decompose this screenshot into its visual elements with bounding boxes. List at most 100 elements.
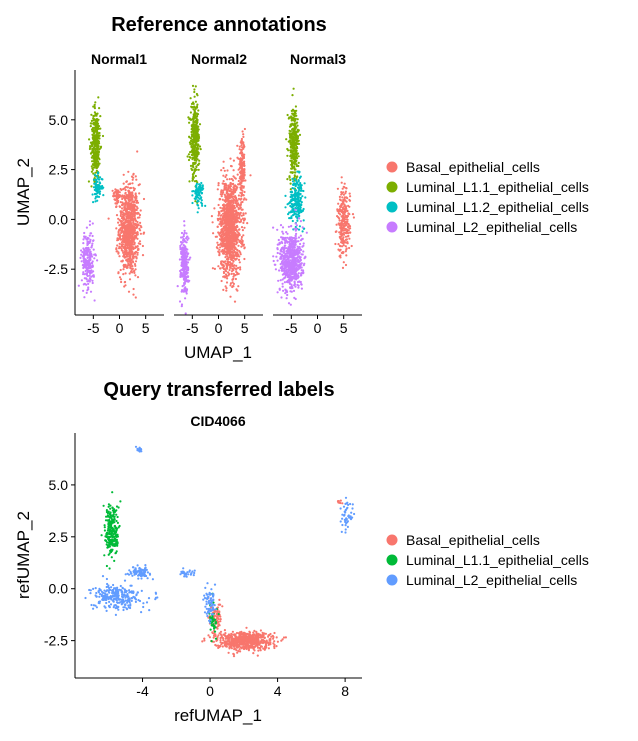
data-point: [237, 233, 241, 236]
data-point: [295, 210, 298, 213]
data-point: [85, 291, 88, 294]
data-point: [131, 194, 134, 197]
data-point: [237, 258, 241, 261]
data-point: [276, 291, 279, 294]
data-point: [96, 144, 99, 147]
data-point: [231, 251, 234, 254]
data-point: [235, 270, 238, 273]
data-point: [188, 121, 191, 124]
data-point: [132, 219, 135, 222]
data-point: [135, 197, 138, 200]
data-point: [91, 234, 94, 238]
data-point: [92, 121, 95, 124]
data-point: [93, 144, 97, 147]
data-point: [119, 268, 122, 272]
data-point: [345, 224, 348, 227]
data-point: [243, 164, 246, 168]
data-point: [90, 119, 93, 122]
data-point: [124, 221, 127, 224]
data-point: [275, 255, 278, 258]
data-point: [197, 138, 200, 141]
data-point: [187, 275, 190, 278]
data-point: [139, 209, 142, 212]
data-point: [287, 302, 291, 305]
data-point: [223, 182, 226, 186]
data-point: [132, 253, 135, 256]
data-point: [279, 224, 283, 227]
data-point: [294, 206, 297, 210]
data-point: [122, 251, 125, 254]
data-point: [218, 254, 221, 257]
data-point: [348, 224, 351, 227]
data-point: [196, 188, 200, 191]
data-point: [88, 269, 91, 273]
data-point: [181, 241, 184, 244]
data-point: [240, 149, 243, 152]
data-point: [239, 151, 243, 154]
data-point: [127, 233, 130, 236]
data-point: [191, 150, 194, 153]
data-point: [189, 164, 193, 167]
data-point: [340, 176, 343, 179]
data-point: [300, 287, 303, 290]
data-point: [135, 208, 138, 212]
data-point: [242, 243, 245, 246]
data-point: [297, 217, 300, 220]
data-point: [219, 246, 222, 249]
x-tick-label: -5: [87, 320, 100, 336]
data-point: [290, 145, 293, 149]
data-point: [88, 274, 91, 277]
data-point: [192, 108, 195, 111]
data-point: [122, 202, 125, 205]
data-point: [293, 168, 296, 171]
data-point: [96, 192, 99, 195]
data-point: [291, 109, 295, 112]
data-point: [344, 190, 347, 193]
data-point: [133, 212, 136, 215]
data-point: [124, 284, 127, 287]
data-point: [234, 197, 238, 200]
data-point: [187, 153, 190, 156]
data-point: [118, 205, 121, 208]
data-point: [217, 184, 220, 187]
data-point: [292, 182, 295, 185]
data-point: [243, 127, 246, 131]
data-point: [240, 245, 243, 248]
data-point: [286, 113, 289, 117]
data-point: [129, 226, 132, 229]
data-point: [301, 226, 304, 229]
data-point: [339, 204, 342, 207]
data-point: [180, 305, 183, 308]
data-point: [125, 209, 128, 212]
data-point: [114, 202, 117, 205]
data-point: [188, 156, 191, 159]
data-point: [241, 130, 244, 133]
data-point: [89, 257, 92, 260]
data-point: [95, 175, 98, 178]
data-point: [136, 150, 139, 153]
data-point: [190, 102, 194, 105]
data-point: [242, 143, 245, 146]
data-point: [83, 258, 86, 261]
data-point: [222, 203, 225, 206]
data-point: [303, 182, 306, 185]
data-point: [95, 158, 98, 161]
data-point: [115, 250, 118, 253]
data-point: [233, 189, 236, 193]
data-point: [224, 175, 227, 179]
data-point: [233, 233, 236, 236]
data-point: [278, 252, 282, 255]
data-point: [345, 228, 348, 231]
data-point: [132, 176, 135, 179]
data-point: [82, 273, 85, 276]
data-point: [92, 178, 96, 181]
data-point: [94, 183, 97, 186]
data-point: [96, 119, 99, 122]
data-point: [133, 203, 136, 206]
data-point: [125, 197, 128, 200]
data-point: [223, 275, 226, 278]
data-point: [92, 172, 95, 175]
data-point: [94, 153, 97, 156]
data-point: [83, 296, 86, 299]
data-point: [234, 202, 237, 205]
